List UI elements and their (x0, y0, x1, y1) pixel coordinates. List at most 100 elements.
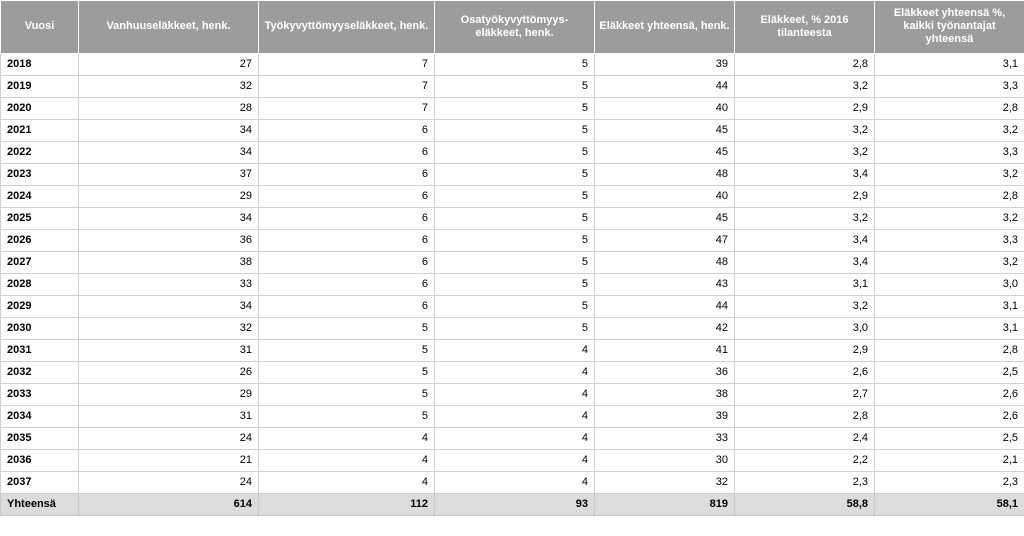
cell-kaikki: 2,6 (875, 383, 1024, 405)
cell-elak: 33 (595, 427, 735, 449)
cell-tyokyvy: 5 (259, 361, 435, 383)
cell-tyokyvy: 6 (259, 185, 435, 207)
cell-vanhuus: 37 (79, 163, 259, 185)
cell-year: 2022 (1, 141, 79, 163)
cell-pct: 3,2 (735, 141, 875, 163)
cell-elak: 42 (595, 317, 735, 339)
table-row: 20343154392,82,6 (1, 405, 1024, 427)
table-row: 20332954382,72,6 (1, 383, 1024, 405)
table-row: 20223465453,23,3 (1, 141, 1024, 163)
cell-tyokyvy: 4 (259, 427, 435, 449)
cell-osatyo: 5 (435, 53, 595, 75)
cell-tyokyvy: 6 (259, 295, 435, 317)
cell-elak: 48 (595, 163, 735, 185)
cell-pct: 2,4 (735, 427, 875, 449)
table-row: 20182775392,83,1 (1, 53, 1024, 75)
cell-osatyo: 5 (435, 97, 595, 119)
cell-pct: 3,0 (735, 317, 875, 339)
cell-pct: 2,2 (735, 449, 875, 471)
cell-vanhuus: 31 (79, 405, 259, 427)
cell-kaikki: 2,8 (875, 339, 1024, 361)
cell-kaikki: 3,1 (875, 53, 1024, 75)
total-row: Yhteensä 614 112 93 819 58,8 58,1 (1, 493, 1024, 515)
table-row: 20233765483,43,2 (1, 163, 1024, 185)
cell-year: 2020 (1, 97, 79, 119)
table-row: 20202875402,92,8 (1, 97, 1024, 119)
cell-year: 2032 (1, 361, 79, 383)
table-row: 20352444332,42,5 (1, 427, 1024, 449)
cell-vanhuus: 29 (79, 383, 259, 405)
cell-tyokyvy: 5 (259, 383, 435, 405)
cell-osatyo: 4 (435, 449, 595, 471)
cell-year: 2018 (1, 53, 79, 75)
cell-kaikki: 2,3 (875, 471, 1024, 493)
cell-kaikki: 3,2 (875, 251, 1024, 273)
col-header-pct-2016: Eläkkeet, % 2016 tilanteesta (735, 1, 875, 54)
cell-kaikki: 3,0 (875, 273, 1024, 295)
cell-pct: 2,8 (735, 405, 875, 427)
cell-year: 2028 (1, 273, 79, 295)
cell-tyokyvy: 7 (259, 97, 435, 119)
total-label: Yhteensä (1, 493, 79, 515)
table-row: 20242965402,92,8 (1, 185, 1024, 207)
cell-vanhuus: 27 (79, 53, 259, 75)
cell-year: 2035 (1, 427, 79, 449)
cell-year: 2037 (1, 471, 79, 493)
col-header-osatyokyvyttomyys: Osatyökyvyttömyys-eläkkeet, henk. (435, 1, 595, 54)
cell-year: 2030 (1, 317, 79, 339)
cell-elak: 36 (595, 361, 735, 383)
total-vanhuus: 614 (79, 493, 259, 515)
col-header-tyokyvyttomyys: Työkyvyttömyyseläkkeet, henk. (259, 1, 435, 54)
col-header-vanhuuselakkeet: Vanhuuseläkkeet, henk. (79, 1, 259, 54)
cell-year: 2023 (1, 163, 79, 185)
cell-elak: 44 (595, 75, 735, 97)
cell-osatyo: 4 (435, 339, 595, 361)
cell-osatyo: 5 (435, 251, 595, 273)
cell-year: 2027 (1, 251, 79, 273)
cell-kaikki: 3,1 (875, 317, 1024, 339)
cell-vanhuus: 31 (79, 339, 259, 361)
cell-pct: 2,3 (735, 471, 875, 493)
table-row: 20263665473,43,3 (1, 229, 1024, 251)
table-row: 20372444322,32,3 (1, 471, 1024, 493)
cell-kaikki: 3,1 (875, 295, 1024, 317)
header-row: Vuosi Vanhuuseläkkeet, henk. Työkyvyttöm… (1, 1, 1024, 54)
cell-pct: 3,2 (735, 119, 875, 141)
cell-year: 2021 (1, 119, 79, 141)
cell-pct: 2,7 (735, 383, 875, 405)
cell-pct: 3,2 (735, 75, 875, 97)
cell-year: 2019 (1, 75, 79, 97)
cell-pct: 3,4 (735, 251, 875, 273)
cell-elak: 32 (595, 471, 735, 493)
cell-vanhuus: 28 (79, 97, 259, 119)
cell-osatyo: 5 (435, 119, 595, 141)
cell-kaikki: 3,2 (875, 163, 1024, 185)
cell-osatyo: 5 (435, 163, 595, 185)
cell-vanhuus: 34 (79, 295, 259, 317)
cell-pct: 2,9 (735, 185, 875, 207)
cell-elak: 39 (595, 405, 735, 427)
cell-osatyo: 5 (435, 229, 595, 251)
cell-kaikki: 2,8 (875, 97, 1024, 119)
cell-osatyo: 5 (435, 141, 595, 163)
cell-elak: 48 (595, 251, 735, 273)
cell-kaikki: 2,1 (875, 449, 1024, 471)
total-pct: 58,8 (735, 493, 875, 515)
cell-tyokyvy: 4 (259, 471, 435, 493)
table-row: 20213465453,23,2 (1, 119, 1024, 141)
table-row: 20293465443,23,1 (1, 295, 1024, 317)
cell-year: 2029 (1, 295, 79, 317)
cell-tyokyvy: 6 (259, 273, 435, 295)
cell-osatyo: 4 (435, 361, 595, 383)
table-row: 20303255423,03,1 (1, 317, 1024, 339)
cell-pct: 2,6 (735, 361, 875, 383)
table-row: 20193275443,23,3 (1, 75, 1024, 97)
cell-tyokyvy: 6 (259, 251, 435, 273)
cell-tyokyvy: 6 (259, 119, 435, 141)
cell-osatyo: 5 (435, 207, 595, 229)
table-row: 20362144302,22,1 (1, 449, 1024, 471)
cell-elak: 39 (595, 53, 735, 75)
cell-osatyo: 4 (435, 427, 595, 449)
cell-pct: 3,2 (735, 207, 875, 229)
cell-year: 2026 (1, 229, 79, 251)
